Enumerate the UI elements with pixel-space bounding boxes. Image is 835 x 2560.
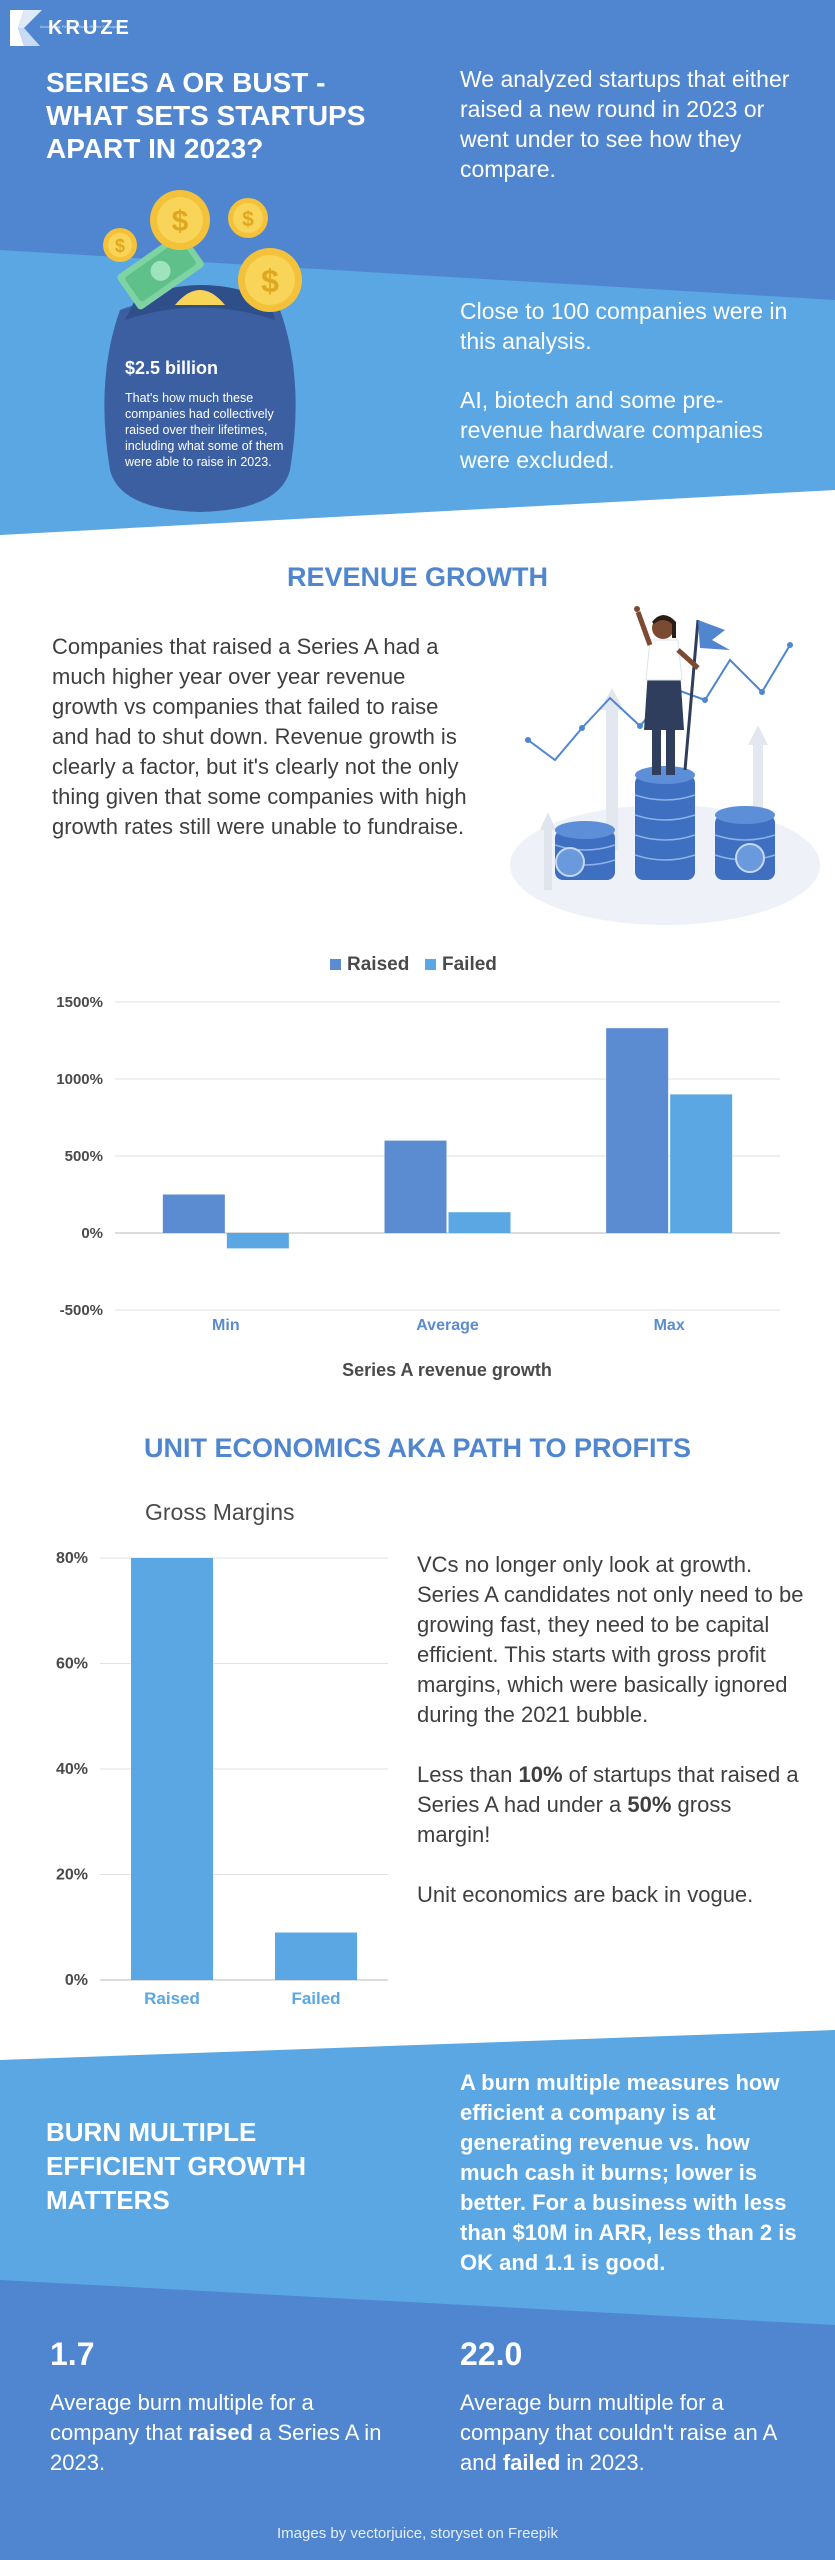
legend-swatch-failed: [425, 959, 436, 970]
x-tick-label: Average: [416, 1317, 479, 1334]
legend-label-raised: Raised: [347, 954, 409, 975]
x-tick-label: Failed: [291, 1989, 340, 2008]
burn-multiple-background: [0, 2030, 835, 2560]
unit-economics-paragraph-3: Unit economics are back in vogue.: [417, 1882, 754, 1907]
bar-failed-min: [226, 1233, 289, 1249]
hero-intro-text: We analyzed startups that either raised …: [460, 66, 790, 182]
y-tick-label: 500%: [65, 1148, 103, 1165]
brand-tagline: Accounting, Finance, Tax & HR for Startu…: [40, 24, 118, 29]
svg-text:$: $: [115, 236, 125, 256]
unit-economics-paragraph-1: VCs no longer only look at growth. Serie…: [417, 1552, 804, 1727]
kruze-logo-icon: [10, 10, 42, 46]
y-tick-label: -500%: [60, 1302, 103, 1319]
brand-name: KRUZE: [48, 16, 132, 39]
svg-text:$: $: [172, 205, 189, 238]
y-tick-label: 0%: [65, 1972, 88, 1989]
burn-multiple-definition: A burn multiple measures how efficient a…: [460, 2070, 797, 2275]
bar-raised-average: [384, 1140, 447, 1233]
svg-text:$: $: [242, 208, 254, 231]
burn-multiple-title: BURN MULTIPLE EFFICIENT GROWTH MATTERS: [46, 2117, 306, 2215]
coin-icon: $: [150, 190, 210, 250]
bar-failed-average: [448, 1212, 511, 1233]
y-tick-label: 20%: [56, 1867, 88, 1884]
bar-raised-max: [606, 1028, 669, 1233]
y-tick-label: 80%: [56, 1550, 88, 1567]
brand-logo[interactable]: KRUZE: [10, 10, 132, 46]
raised-burn-description: Average burn multiple for a company that…: [50, 2390, 382, 2475]
y-tick-label: 40%: [56, 1761, 88, 1778]
chart-title: Gross Margins: [145, 1499, 295, 1525]
hero-count-text: Close to 100 companies were in this anal…: [460, 298, 788, 354]
x-axis-label: Series A revenue growth: [342, 1360, 552, 1380]
x-tick-label: Max: [654, 1317, 685, 1334]
revenue-growth-text: Companies that raised a Series A had a m…: [52, 634, 467, 839]
y-tick-label: 60%: [56, 1656, 88, 1673]
bar-failed: [275, 1932, 357, 1980]
image-credit: Images by vectorjuice, storyset on Freep…: [277, 2525, 558, 2542]
unit-economics-title: UNIT ECONOMICS AKA PATH TO PROFITS: [143, 1433, 691, 1463]
failed-burn-value: 22.0: [460, 2336, 523, 2372]
bar-raised-min: [162, 1194, 225, 1233]
gross-margins-chart: Gross Margins 80% 60% 40% 20% 0% Raised Failed: [56, 1499, 388, 2008]
x-tick-label: Min: [212, 1317, 240, 1334]
revenue-growth-title: REVENUE GROWTH: [286, 562, 548, 592]
money-bag-illustration: $ $ $ $: [103, 190, 302, 512]
unit-economics-text: VCs no longer only look at growth. Serie…: [417, 1550, 807, 1940]
bar-failed-max: [670, 1094, 733, 1233]
raised-burn-value: 1.7: [50, 2336, 95, 2372]
legend-label-failed: Failed: [442, 954, 497, 975]
growth-illustration: [510, 606, 820, 925]
y-tick-label: 0%: [81, 1225, 103, 1242]
x-tick-label: Raised: [144, 1989, 200, 2008]
y-tick-label: 1500%: [56, 994, 103, 1011]
unit-economics-paragraph-2: Less than 10% of startups that raised a …: [417, 1762, 799, 1847]
bag-description: That's how much these companies had coll…: [125, 391, 284, 469]
bag-amount: $2.5 billion: [125, 358, 219, 378]
revenue-growth-chart: Raised Failed 1500% 1000% 500% 0% -500% Min Aver…: [56, 954, 780, 1380]
svg-text:$: $: [261, 263, 279, 299]
hero-excluded-text: AI, biotech and some pre-revenue hardwar…: [460, 387, 764, 473]
failed-burn-description: Average burn multiple for a company that…: [460, 2390, 777, 2475]
y-tick-label: 1000%: [56, 1071, 103, 1088]
page-title: SERIES A OR BUST - WHAT SETS STARTUPS AP…: [46, 67, 366, 164]
legend-swatch-raised: [330, 959, 341, 970]
bar-raised: [131, 1558, 213, 1980]
